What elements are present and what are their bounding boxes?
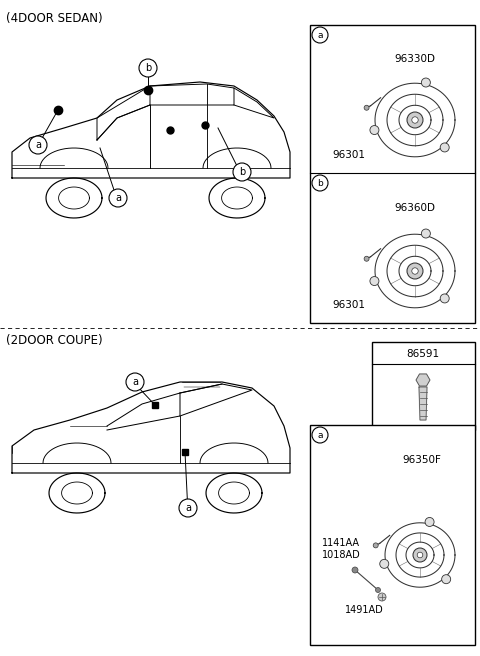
Circle shape xyxy=(442,575,451,584)
Circle shape xyxy=(364,105,369,110)
Circle shape xyxy=(312,427,328,443)
Circle shape xyxy=(139,59,157,77)
Text: 96330D: 96330D xyxy=(395,54,435,64)
Circle shape xyxy=(440,294,449,303)
Circle shape xyxy=(440,143,449,152)
Circle shape xyxy=(417,552,423,558)
Circle shape xyxy=(412,117,418,123)
Text: a: a xyxy=(317,30,323,39)
Text: b: b xyxy=(145,63,151,73)
Circle shape xyxy=(370,277,379,285)
Text: a: a xyxy=(115,193,121,203)
Text: 1141AA: 1141AA xyxy=(322,538,360,548)
Polygon shape xyxy=(419,387,427,420)
Circle shape xyxy=(380,560,389,568)
Text: b: b xyxy=(317,178,323,188)
Circle shape xyxy=(179,499,197,517)
Bar xyxy=(310,425,475,645)
Text: 96360D: 96360D xyxy=(395,203,435,213)
Circle shape xyxy=(375,588,381,592)
Text: (2DOOR COUPE): (2DOOR COUPE) xyxy=(6,334,103,347)
Circle shape xyxy=(370,125,379,134)
Text: 86591: 86591 xyxy=(407,349,440,359)
Circle shape xyxy=(421,78,431,87)
Text: a: a xyxy=(132,377,138,387)
Text: a: a xyxy=(35,140,41,150)
Circle shape xyxy=(378,593,386,601)
Circle shape xyxy=(233,163,251,181)
Circle shape xyxy=(364,256,369,261)
Bar xyxy=(310,25,475,323)
Text: 1491AD: 1491AD xyxy=(345,605,384,615)
Circle shape xyxy=(312,27,328,43)
Text: 96350F: 96350F xyxy=(403,455,442,465)
Text: b: b xyxy=(239,167,245,177)
Polygon shape xyxy=(416,374,430,386)
Text: 1018AD: 1018AD xyxy=(322,550,361,560)
Circle shape xyxy=(407,263,423,279)
Circle shape xyxy=(29,136,47,154)
Circle shape xyxy=(126,373,144,391)
Text: a: a xyxy=(185,503,191,513)
Circle shape xyxy=(109,189,127,207)
Circle shape xyxy=(413,548,427,562)
Text: 96301: 96301 xyxy=(332,150,365,160)
Circle shape xyxy=(312,175,328,191)
Circle shape xyxy=(373,543,378,548)
Text: a: a xyxy=(317,430,323,440)
Circle shape xyxy=(412,268,418,274)
Circle shape xyxy=(407,112,423,128)
Circle shape xyxy=(421,229,431,238)
Text: 96301: 96301 xyxy=(332,300,365,310)
Circle shape xyxy=(352,567,358,573)
Bar xyxy=(372,342,475,430)
Circle shape xyxy=(425,518,434,527)
Text: (4DOOR SEDAN): (4DOOR SEDAN) xyxy=(6,12,103,25)
